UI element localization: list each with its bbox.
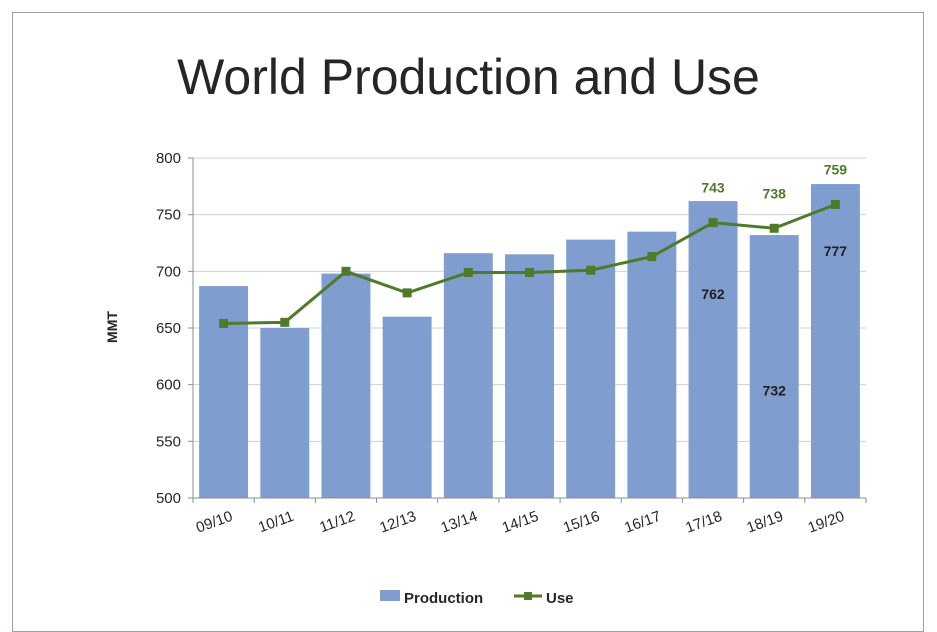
- use-point: [769, 223, 779, 233]
- legend-use-marker: [524, 592, 532, 600]
- production-data-label: 777: [824, 243, 848, 259]
- y-axis-ticks: 500 550 600 650 700 750 800: [156, 150, 193, 507]
- use-line: [219, 199, 840, 328]
- use-point: [525, 267, 534, 277]
- y-tick-label: 500: [156, 490, 181, 507]
- use-point: [402, 288, 412, 298]
- y-tick-label: 800: [156, 150, 181, 167]
- production-bar: [260, 328, 310, 498]
- chart-title: World Production and Use: [177, 49, 760, 105]
- y-tick-label: 550: [156, 433, 181, 450]
- production-bars: [199, 184, 860, 499]
- legend-production-swatch: [380, 590, 400, 601]
- production-bar: [749, 235, 799, 499]
- x-tick-label: 19/20: [806, 508, 847, 537]
- chart-canvas: 500 550 600 650 700 750 800 762 732 777 743 738 75…: [104, 150, 867, 607]
- production-bar: [505, 254, 554, 498]
- x-tick-label: 10/11: [256, 508, 296, 536]
- use-point: [830, 199, 840, 209]
- production-bar: [688, 201, 738, 499]
- x-tick-label: 17/18: [683, 508, 724, 537]
- x-tick-label: 14/15: [500, 508, 541, 537]
- production-bar: [321, 273, 371, 498]
- use-point: [586, 265, 596, 275]
- x-tick-label: 09/10: [194, 508, 235, 537]
- use-point: [219, 318, 229, 328]
- x-tick-label: 16/17: [622, 508, 663, 537]
- y-axis-label: MMT: [104, 311, 120, 343]
- use-point: [647, 252, 657, 262]
- y-tick-label: 600: [156, 377, 181, 394]
- legend-use-label: Use: [546, 590, 574, 607]
- x-tick-label: 12/13: [377, 508, 418, 537]
- production-labels: 762 732 777: [701, 243, 847, 398]
- legend-production-label: Production: [404, 590, 483, 607]
- y-tick-label: 750: [156, 207, 181, 224]
- x-axis-ticks: 09/10 10/11 11/12 12/13 13/14 14/15 15/16 16/17…: [192, 498, 867, 537]
- production-bar: [810, 184, 860, 499]
- use-data-label: 759: [824, 161, 848, 177]
- use-point: [708, 218, 718, 228]
- production-bar: [199, 286, 249, 498]
- production-bar: [627, 231, 677, 498]
- y-tick-label: 700: [156, 263, 181, 280]
- production-bar: [443, 253, 493, 498]
- use-point: [463, 267, 473, 277]
- x-tick-label: 13/14: [439, 508, 480, 537]
- x-tick-label: 15/16: [561, 508, 602, 537]
- y-tick-label: 650: [156, 320, 181, 337]
- production-bar: [566, 239, 616, 498]
- use-point: [341, 266, 351, 276]
- use-point: [280, 317, 290, 327]
- x-tick-label: 11/12: [317, 508, 357, 536]
- use-data-label: 738: [763, 185, 787, 201]
- use-labels: 743 738 759: [701, 161, 847, 201]
- x-tick-label: 18/19: [744, 508, 785, 537]
- legend: Production Use: [380, 590, 574, 607]
- production-data-label: 762: [701, 286, 725, 302]
- production-data-label: 732: [763, 382, 787, 398]
- production-bar: [382, 316, 432, 498]
- use-data-label: 743: [701, 180, 725, 196]
